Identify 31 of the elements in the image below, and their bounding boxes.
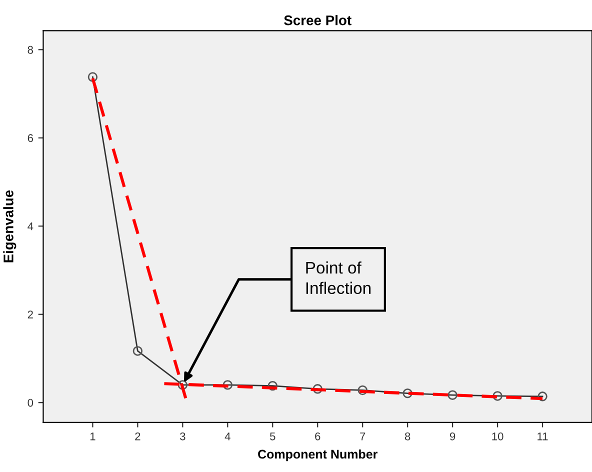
y-tick-label: 8 <box>28 46 34 54</box>
annotation: Point of Inflection <box>306 261 371 294</box>
point <box>132 346 143 356</box>
point <box>448 390 458 400</box>
point <box>538 392 548 402</box>
x-tick-label: 5 <box>270 432 276 440</box>
point <box>402 388 412 398</box>
x-tick-label: 8 <box>404 432 410 440</box>
y-tick-label: 0 <box>28 398 34 407</box>
y-tick-label: 4 <box>28 222 34 230</box>
x-tick-label: 7 <box>360 432 366 440</box>
point <box>268 380 278 391</box>
x-tick-label: 1 <box>90 432 96 440</box>
point <box>222 380 233 390</box>
point <box>492 391 502 401</box>
x-tick-label: 6 <box>315 432 320 440</box>
chart-title: Scree Plot <box>284 15 352 26</box>
y-tick-label: 6 <box>28 134 34 142</box>
x-tick-label: 11 <box>538 432 548 440</box>
x-tick-label: 4 <box>224 432 230 440</box>
x-tick-label: 10 <box>492 432 504 440</box>
point <box>178 380 188 390</box>
y-tick-label: 2 <box>28 310 33 318</box>
x-tick-label: 2 <box>135 432 140 440</box>
point <box>88 72 98 82</box>
x-axis-title: Component Number <box>258 449 378 462</box>
x-tick-label: 3 <box>180 432 186 440</box>
y-axis-title: Eigenvalue <box>3 190 16 262</box>
point <box>312 384 322 394</box>
point <box>358 385 368 396</box>
x-tick-label: 9 <box>450 432 456 440</box>
